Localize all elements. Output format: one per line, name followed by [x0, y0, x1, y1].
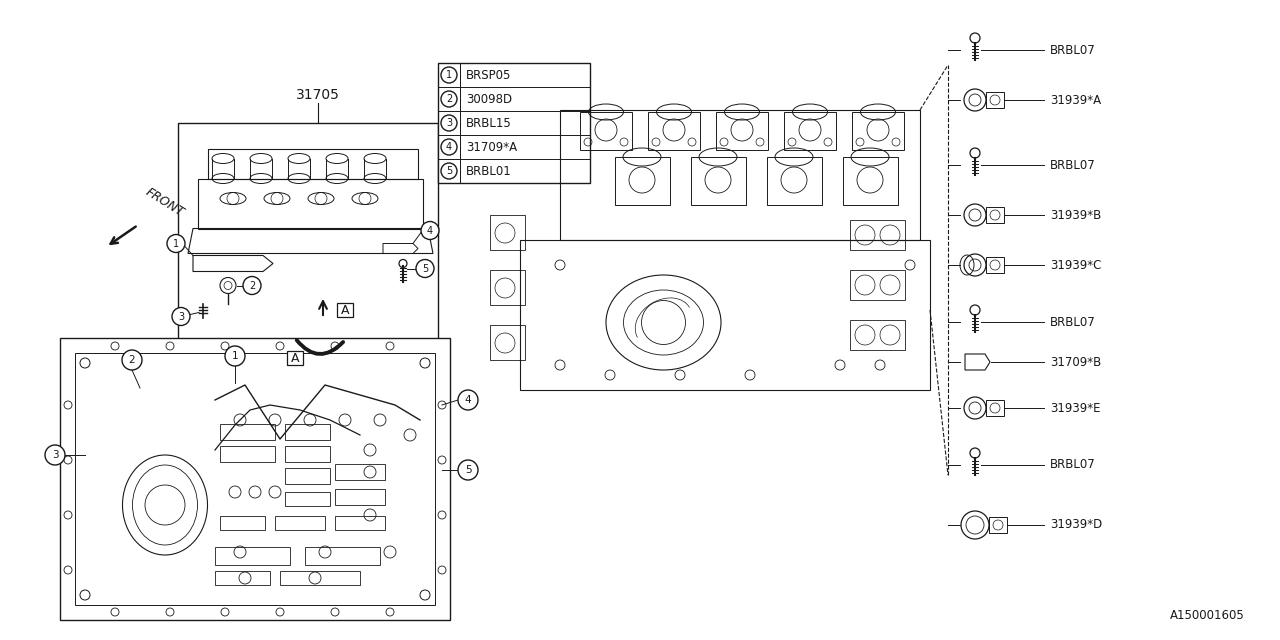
Circle shape — [442, 91, 457, 107]
Bar — [785, 112, 836, 150]
Circle shape — [442, 139, 457, 155]
Bar — [986, 207, 1004, 223]
Bar — [220, 516, 265, 530]
Text: BRBL07: BRBL07 — [1050, 159, 1096, 172]
Circle shape — [458, 390, 477, 410]
Bar — [305, 547, 380, 565]
Bar — [767, 157, 822, 205]
Text: 1: 1 — [232, 351, 238, 361]
Text: BRBL07: BRBL07 — [1050, 316, 1096, 328]
Circle shape — [442, 115, 457, 131]
Text: 31939*E: 31939*E — [1050, 401, 1101, 415]
Bar — [285, 424, 330, 440]
Circle shape — [225, 346, 244, 366]
Bar — [716, 112, 768, 150]
Circle shape — [243, 276, 261, 294]
Text: 2: 2 — [248, 280, 255, 291]
Text: BRBL01: BRBL01 — [466, 164, 512, 177]
Bar — [614, 157, 669, 205]
Text: 31709*B: 31709*B — [1050, 355, 1101, 369]
Circle shape — [172, 307, 189, 326]
Text: BRSP05: BRSP05 — [466, 68, 512, 81]
Text: 2: 2 — [445, 94, 452, 104]
Text: A: A — [340, 303, 349, 317]
Circle shape — [442, 163, 457, 179]
Text: 31939*D: 31939*D — [1050, 518, 1102, 531]
Text: A150001605: A150001605 — [1170, 609, 1245, 622]
Bar — [986, 257, 1004, 273]
Text: A: A — [291, 351, 300, 365]
Bar — [76, 353, 435, 605]
Circle shape — [421, 221, 439, 239]
Bar — [986, 400, 1004, 416]
Bar — [285, 492, 330, 506]
Bar — [335, 464, 385, 480]
Bar — [280, 571, 360, 585]
Circle shape — [458, 460, 477, 480]
Bar — [490, 215, 525, 250]
Circle shape — [416, 259, 434, 278]
Bar — [850, 270, 905, 300]
Bar — [844, 157, 899, 205]
Bar — [691, 157, 746, 205]
Text: 31939*B: 31939*B — [1050, 209, 1101, 221]
Bar — [220, 446, 275, 462]
Bar — [580, 112, 632, 150]
Text: 5: 5 — [422, 264, 428, 273]
Circle shape — [442, 67, 457, 83]
Text: 4: 4 — [445, 142, 452, 152]
Bar — [850, 220, 905, 250]
Text: 31939*A: 31939*A — [1050, 93, 1101, 106]
Bar — [520, 240, 931, 390]
Circle shape — [45, 445, 65, 465]
Bar — [215, 547, 291, 565]
Bar — [490, 270, 525, 305]
Bar — [335, 489, 385, 505]
Text: 5: 5 — [445, 166, 452, 176]
Text: BRBL07: BRBL07 — [1050, 458, 1096, 472]
Text: 1: 1 — [445, 70, 452, 80]
Bar — [490, 325, 525, 360]
Bar — [220, 424, 275, 440]
Bar — [648, 112, 700, 150]
Text: BRBL07: BRBL07 — [1050, 44, 1096, 56]
Bar — [60, 338, 451, 620]
Bar — [275, 516, 325, 530]
Text: 31705: 31705 — [296, 88, 340, 102]
Text: 3: 3 — [445, 118, 452, 128]
Bar — [986, 92, 1004, 108]
Bar — [989, 517, 1007, 533]
Text: 1: 1 — [173, 239, 179, 248]
Bar — [337, 303, 353, 317]
Text: 4: 4 — [428, 225, 433, 236]
Bar — [285, 468, 330, 484]
Text: 31939*C: 31939*C — [1050, 259, 1101, 271]
Bar — [335, 516, 385, 530]
Text: BRBL15: BRBL15 — [466, 116, 512, 129]
Text: 4: 4 — [465, 395, 471, 405]
Bar — [852, 112, 904, 150]
Bar — [215, 571, 270, 585]
Bar — [287, 351, 303, 365]
Bar — [561, 110, 920, 240]
Text: 31709*A: 31709*A — [466, 141, 517, 154]
Text: 3: 3 — [178, 312, 184, 321]
Text: 3: 3 — [51, 450, 59, 460]
Text: FRONT: FRONT — [143, 186, 186, 219]
Circle shape — [122, 350, 142, 370]
Bar — [285, 446, 330, 462]
Text: 30098D: 30098D — [466, 93, 512, 106]
Bar — [850, 320, 905, 350]
Text: 2: 2 — [129, 355, 136, 365]
Bar — [178, 123, 438, 348]
Circle shape — [166, 234, 186, 253]
Bar — [438, 63, 590, 183]
Text: 5: 5 — [465, 465, 471, 475]
